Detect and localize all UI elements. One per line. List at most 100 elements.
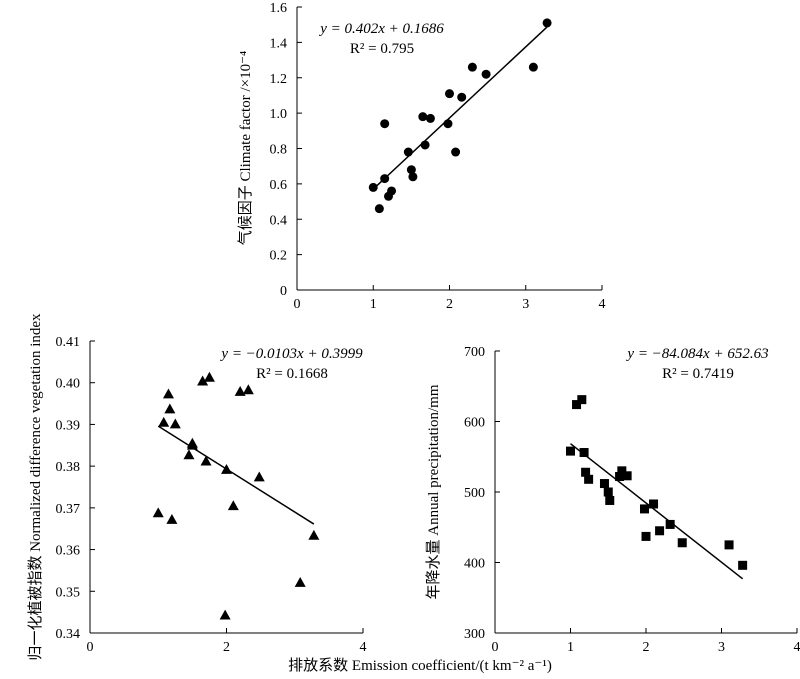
chart-panels: 0 1 2 3 4 0 0.2 0.4 0.6 0.8 1.0 1.2 1.4 1.6 气候因子 Clima… — [27, 1, 800, 661]
data-point — [528, 62, 538, 72]
data-point — [639, 504, 649, 514]
data-point — [542, 18, 552, 28]
data-point — [406, 165, 416, 175]
data-point — [581, 467, 591, 477]
r-squared-label: R² = 0.795 — [350, 41, 414, 57]
data-point — [403, 147, 413, 157]
x-tick-label: 1 — [567, 640, 574, 655]
x-tick-label: 2 — [223, 640, 230, 655]
shared-x-axis-label: 排放系数 Emission coefficient/(t km⁻² a⁻¹) — [288, 657, 552, 674]
y-tick-label: 1.6 — [270, 1, 288, 16]
y-tick-label: 1.2 — [270, 72, 288, 87]
regression-equation: y = −84.084x + 652.63 — [625, 346, 768, 362]
data-point — [368, 182, 378, 192]
data-point — [445, 89, 454, 99]
data-point — [677, 538, 687, 548]
chart-panel-3: 0 1 2 3 4 300 400 500 600 700 年降水量 Annual precipit… — [425, 345, 800, 655]
data-point — [253, 471, 265, 482]
data-point — [599, 479, 609, 489]
x-tick-label: 4 — [599, 297, 606, 312]
y-tick-label: 1.0 — [270, 107, 288, 122]
x-tick-label: 4 — [360, 640, 367, 655]
data-point — [166, 514, 178, 524]
data-point — [408, 172, 418, 182]
data-point — [615, 471, 625, 481]
y-tick-label: 0.36 — [56, 544, 81, 559]
y-tick-label: 600 — [464, 416, 485, 431]
regression-equation: y = 0.402x + 0.1686 — [318, 21, 444, 37]
y-tick-label: 0.8 — [270, 143, 288, 158]
data-point — [420, 140, 430, 150]
trendline — [157, 425, 315, 525]
y-tick-label: 0.35 — [56, 585, 81, 600]
data-point — [443, 119, 453, 129]
data-point — [572, 400, 582, 410]
data-point — [467, 62, 477, 72]
data-point — [219, 609, 231, 620]
data-point — [374, 204, 384, 214]
x-tick-label: 4 — [794, 640, 800, 655]
data-point — [649, 499, 659, 509]
y-tick-label: 0.39 — [56, 418, 81, 433]
data-point — [380, 119, 390, 129]
data-point — [200, 455, 212, 466]
y-tick-label: 1.4 — [270, 36, 288, 51]
y-axis-label: 气候因子 Climate factor /×10⁻⁴ — [237, 51, 254, 246]
y-tick-label: 0.4 — [270, 213, 288, 228]
data-point — [605, 495, 615, 505]
data-point — [584, 474, 594, 484]
y-tick-label: 300 — [464, 627, 485, 642]
data-point — [169, 418, 181, 429]
y-axis-label: 归一化植被指数 Normalized difference vegetation… — [27, 313, 44, 661]
trendline — [372, 26, 548, 190]
y-axis-label: 年降水量 Annual precipitation/mm — [425, 384, 442, 599]
data-point — [481, 69, 491, 79]
y-tick-label: 700 — [464, 345, 485, 360]
data-point — [724, 540, 734, 550]
data-point — [566, 446, 575, 456]
x-tick-label: 0 — [492, 640, 499, 655]
data-point — [234, 385, 246, 396]
data-point — [203, 371, 215, 382]
y-tick-label: 0 — [280, 284, 287, 299]
data-point — [152, 507, 164, 518]
data-point — [738, 560, 748, 570]
data-point — [451, 147, 461, 157]
x-tick-label: 3 — [522, 297, 529, 312]
x-tick-label: 0 — [87, 640, 94, 655]
data-point — [457, 92, 467, 102]
data-point — [164, 403, 176, 414]
x-tick-label: 3 — [718, 640, 725, 655]
r-squared-label: R² = 0.7419 — [662, 366, 734, 382]
x-tick-label: 2 — [446, 297, 453, 312]
data-point — [183, 449, 195, 460]
trendline — [570, 443, 744, 580]
chart-panel-2: 0 2 4 0.34 0.35 0.36 0.37 0.38 0.39 0.40 0.41 归一化植被… — [27, 313, 367, 661]
y-tick-label: 0.38 — [56, 460, 81, 475]
r-squared-label: R² = 0.1668 — [256, 366, 328, 382]
data-point — [221, 463, 232, 474]
data-point — [162, 388, 174, 399]
y-tick-label: 500 — [464, 486, 485, 501]
data-point — [197, 375, 209, 386]
data-point — [294, 577, 306, 587]
y-tick-label: 0.34 — [56, 627, 81, 642]
y-tick-label: 0.37 — [56, 502, 81, 517]
data-point — [641, 531, 651, 541]
data-point — [425, 113, 435, 123]
y-tick-label: 0.6 — [270, 178, 288, 193]
chart-panel-1: 0 1 2 3 4 0 0.2 0.4 0.6 0.8 1.0 1.2 1.4 1.6 气候因子 Clima… — [237, 1, 606, 312]
data-point — [158, 416, 170, 427]
data-point — [577, 395, 587, 405]
x-tick-label: 2 — [643, 640, 650, 655]
y-tick-label: 400 — [464, 557, 485, 572]
y-tick-label: 0.2 — [270, 249, 288, 264]
data-point — [603, 487, 613, 497]
data-point — [387, 186, 397, 196]
data-point — [418, 112, 428, 122]
data-point — [579, 448, 589, 458]
data-point — [655, 526, 665, 536]
data-point — [242, 384, 254, 395]
regression-equation: y = −0.0103x + 0.3999 — [219, 346, 363, 362]
